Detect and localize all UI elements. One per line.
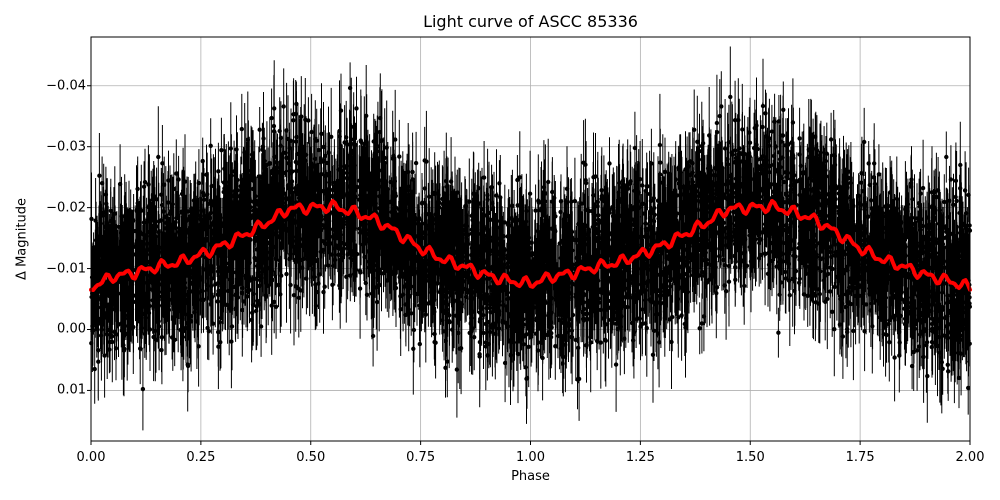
y-tick-label: −0.03 xyxy=(46,139,86,155)
x-tick-label: 0.00 xyxy=(76,450,106,465)
x-axis-label: Phase xyxy=(511,469,550,484)
x-tick-label: 0.25 xyxy=(186,450,216,465)
chart-title: Light curve of ASCC 85336 xyxy=(423,12,638,31)
y-tick-label: −0.01 xyxy=(46,261,86,277)
x-tick-label: 1.25 xyxy=(625,450,655,465)
x-tick-label: 1.00 xyxy=(516,450,545,465)
observation-points xyxy=(89,46,973,431)
x-tick-label: 1.75 xyxy=(845,450,875,465)
x-tick-label: 1.50 xyxy=(735,450,765,465)
binned-curve xyxy=(89,199,972,292)
y-tick-label: 0.01 xyxy=(57,382,86,398)
y-tick-label: −0.02 xyxy=(46,200,86,216)
tick-marks xyxy=(87,85,971,445)
y-tick-label: 0.00 xyxy=(57,321,86,337)
x-tick-label: 2.00 xyxy=(955,450,985,465)
y-axis-label: Δ Magnitude xyxy=(14,198,30,280)
x-tick-label: 0.75 xyxy=(406,450,436,465)
y-tick-label: −0.04 xyxy=(46,78,86,94)
x-tick-label: 0.50 xyxy=(296,450,326,465)
